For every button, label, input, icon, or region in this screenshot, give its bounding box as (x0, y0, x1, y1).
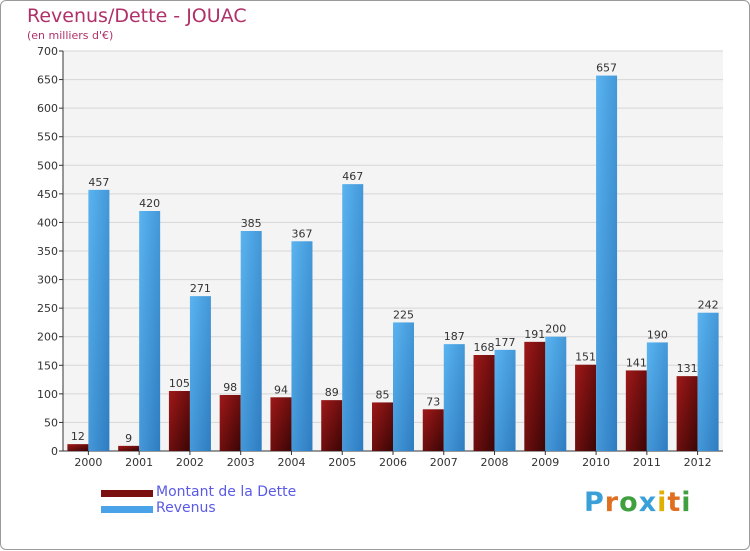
y-tick-label: 650 (37, 74, 58, 87)
x-tick-label: 2002 (176, 456, 204, 469)
bar-dette (372, 402, 393, 451)
y-tick-label: 0 (51, 445, 58, 458)
value-label-dette: 131 (677, 362, 698, 375)
bar-revenus (545, 336, 567, 451)
bar-revenus (88, 189, 110, 451)
logo-letter: t (667, 487, 682, 518)
x-tick-label: 2006 (379, 456, 407, 469)
value-label-dette: 141 (626, 356, 647, 369)
x-tick-label: 2001 (125, 456, 153, 469)
value-label-dette: 73 (426, 395, 440, 408)
bar-dette (168, 391, 190, 451)
x-tick-label: 2010 (582, 456, 610, 469)
bar-revenus (596, 75, 618, 452)
x-tick-label: 2000 (74, 456, 102, 469)
bar-dette (473, 355, 495, 451)
legend-swatch-revenus (101, 506, 153, 513)
bar-dette (676, 376, 698, 451)
x-tick-label: 2012 (684, 456, 712, 469)
value-label-revenus: 385 (241, 217, 262, 230)
bar-revenus (189, 296, 211, 451)
x-tick-label: 2009 (531, 456, 559, 469)
bar-dette (321, 400, 343, 451)
bar-dette (67, 444, 89, 451)
bar-dette (575, 364, 597, 451)
value-label-revenus: 367 (291, 227, 312, 240)
y-tick-label: 400 (37, 216, 58, 229)
bar-revenus (139, 211, 161, 451)
value-label-dette: 191 (524, 328, 545, 341)
legend-label-dette: Montant de la Dette (156, 484, 297, 500)
y-tick-label: 700 (37, 45, 58, 58)
value-label-revenus: 242 (698, 299, 719, 312)
y-tick-label: 500 (37, 159, 58, 172)
legend-label-revenus: Revenus (156, 500, 216, 516)
value-label-revenus: 657 (596, 62, 617, 75)
value-label-revenus: 200 (545, 323, 566, 336)
value-label-dette: 168 (474, 341, 495, 354)
bar-revenus (291, 241, 313, 451)
value-label-revenus: 420 (139, 197, 160, 210)
bar-dette (118, 445, 140, 451)
y-tick-label: 550 (37, 131, 58, 144)
logo-letter: P (584, 487, 605, 518)
y-tick-label: 50 (44, 416, 58, 429)
y-tick-label: 250 (37, 302, 58, 315)
value-label-dette: 89 (325, 386, 339, 399)
value-label-revenus: 271 (190, 282, 211, 295)
bar-revenus (393, 322, 414, 451)
value-label-revenus: 225 (393, 308, 414, 321)
bar-revenus (494, 349, 516, 451)
x-tick-label: 2003 (227, 456, 255, 469)
y-tick-label: 100 (37, 388, 58, 401)
value-label-dette: 9 (125, 432, 132, 445)
value-label-revenus: 177 (495, 336, 516, 349)
bar-dette (270, 397, 292, 451)
x-tick-label: 2007 (430, 456, 458, 469)
bar-revenus (342, 184, 364, 451)
logo-letter: o (619, 487, 639, 518)
bar-revenus (443, 344, 465, 451)
value-label-revenus: 187 (444, 330, 465, 343)
x-tick-label: 2005 (328, 456, 356, 469)
value-label-dette: 151 (575, 351, 596, 364)
bar-dette (524, 341, 546, 451)
y-tick-label: 350 (37, 245, 58, 258)
logo-letter: i (657, 487, 668, 518)
chart-title: Revenus/Dette - JOUAC (27, 5, 247, 27)
bar-dette (219, 395, 241, 451)
bar-revenus (240, 231, 262, 451)
y-tick-label: 200 (37, 331, 58, 344)
value-label-dette: 105 (169, 377, 190, 390)
value-label-revenus: 457 (88, 176, 109, 189)
y-tick-label: 450 (37, 188, 58, 201)
y-tick-label: 300 (37, 274, 58, 287)
logo-letter: r (604, 487, 620, 518)
value-label-revenus: 190 (647, 328, 668, 341)
bar-dette (422, 409, 444, 451)
chart-subtitle: (en milliers d'€) (27, 29, 114, 42)
proxiti-logo: Proxiti (584, 487, 692, 518)
legend-swatch-dette (101, 490, 153, 497)
logo-letter: i (681, 487, 692, 518)
value-label-revenus: 467 (342, 170, 363, 183)
bar-dette (625, 370, 647, 451)
y-tick-label: 600 (37, 102, 58, 115)
logo-letter: x (638, 487, 658, 518)
bar-revenus (697, 312, 719, 451)
value-label-dette: 98 (223, 381, 237, 394)
value-label-dette: 94 (274, 383, 288, 396)
x-tick-label: 2008 (481, 456, 509, 469)
value-label-dette: 85 (376, 388, 390, 401)
bar-revenus (646, 342, 668, 451)
value-label-dette: 12 (71, 430, 85, 443)
x-tick-label: 2004 (277, 456, 305, 469)
y-tick-label: 150 (37, 359, 58, 372)
x-tick-label: 2011 (633, 456, 661, 469)
